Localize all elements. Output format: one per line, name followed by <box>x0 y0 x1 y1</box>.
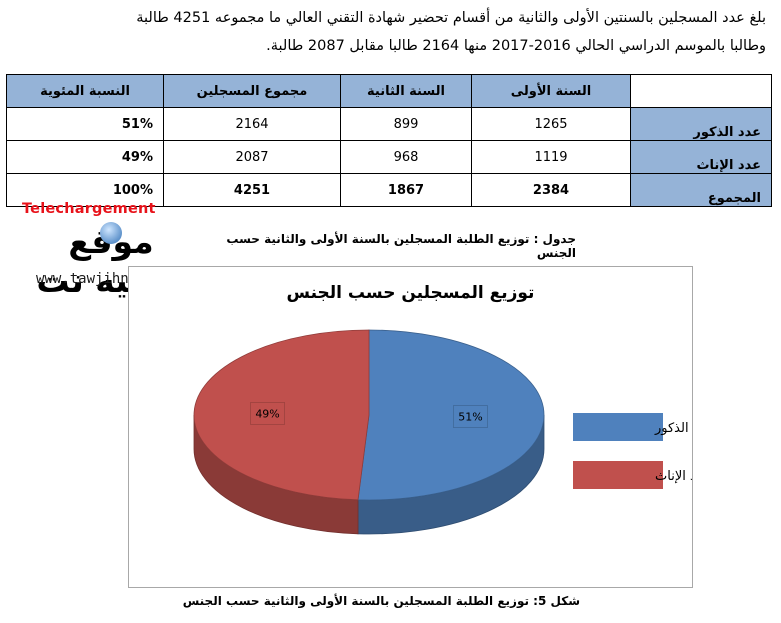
intro-paragraph: بلغ عدد المسجلين بالسنتين الأولى والثاني… <box>14 4 766 60</box>
cell-second-year: 1867 <box>340 173 472 207</box>
cell-second-year: 899 <box>340 107 472 141</box>
globe-icon <box>100 222 122 244</box>
cell-total: 2087 <box>163 140 341 174</box>
row-label-females: عدد الإناث <box>630 140 772 174</box>
figure-caption: شكل 5: توزيع الطلبة المسجلين بالسنة الأو… <box>182 594 580 608</box>
pie-slice-0 <box>357 329 545 501</box>
header-second-year: السنة الثانية <box>340 74 472 108</box>
table-header-row: السنة الأولى السنة الثانية مجموع المسجلي… <box>6 74 772 108</box>
table-corner-cell <box>630 74 772 108</box>
table-caption: جدول : توزيع الطلبة المسجلين بالسنة الأو… <box>226 232 576 260</box>
cell-percentage: 49% <box>6 140 164 174</box>
legend-swatch-0 <box>573 413 663 441</box>
cell-total: 4251 <box>163 173 341 207</box>
intro-line-2: وطالبا بالموسم الدراسي الحالي 2016-2017 … <box>266 38 766 54</box>
header-first-year: السنة الأولى <box>471 74 631 108</box>
intro-line-1: بلغ عدد المسجلين بالسنتين الأولى والثاني… <box>136 10 766 26</box>
pie-chart: توزيع المسجلين حسب الجنس 51% 49% عدد الذكو… <box>128 266 693 588</box>
cell-second-year: 968 <box>340 140 472 174</box>
enrollment-table: السنة الأولى السنة الثانية مجموع المسجلي… <box>6 74 772 207</box>
cell-percentage: 51% <box>6 107 164 141</box>
table-row: عدد الذكور 1265 899 2164 51% <box>6 107 772 141</box>
table-row-total: المجموع 2384 1867 4251 100% <box>6 173 772 207</box>
cell-percentage: 100% <box>6 173 164 207</box>
cell-total: 2164 <box>163 107 341 141</box>
pie-chart-canvas: 51% 49% عدد الذكور عدد الإناث <box>193 329 692 535</box>
data-label-box-0 <box>453 405 488 428</box>
row-label-males: عدد الذكور <box>630 107 772 141</box>
data-label-0: 51% <box>458 411 482 424</box>
legend-label-1: عدد الإناث <box>655 469 692 484</box>
cell-first-year: 1119 <box>471 140 631 174</box>
data-label-1: 49% <box>255 407 279 420</box>
legend-swatch-1 <box>573 461 663 489</box>
cell-first-year: 2384 <box>471 173 631 207</box>
cell-first-year: 1265 <box>471 107 631 141</box>
table-row: عدد الإناث 1119 968 2087 49% <box>6 140 772 174</box>
chart-title: توزيع المسجلين حسب الجنس <box>286 283 535 303</box>
header-total-enrolled: مجموع المسجلين <box>163 74 341 108</box>
data-label-box-1 <box>250 402 285 425</box>
row-label-total: المجموع <box>630 173 772 207</box>
header-percentage: النسبة المئوية <box>6 74 164 108</box>
watermark-telechargement: Telechargement <box>22 201 156 217</box>
legend-label-0: عدد الذكور <box>654 421 692 436</box>
